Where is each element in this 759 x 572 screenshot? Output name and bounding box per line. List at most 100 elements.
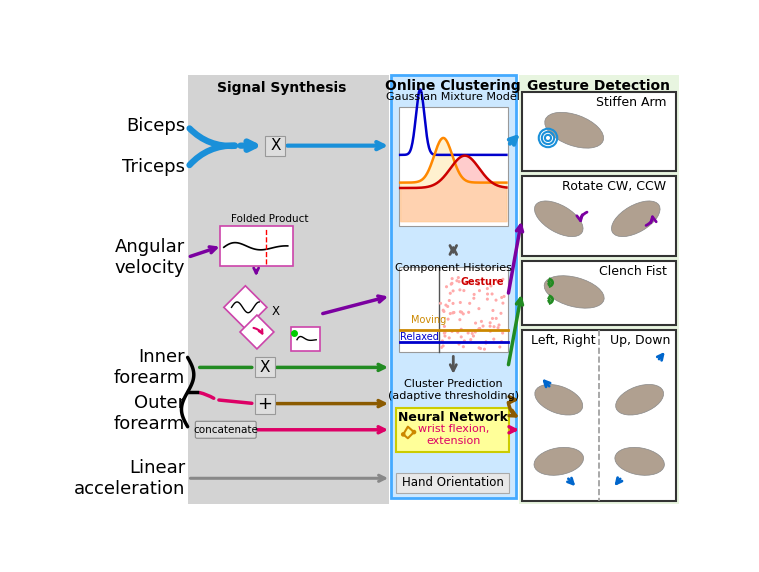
Point bbox=[468, 331, 480, 340]
Text: Folded Product: Folded Product bbox=[231, 214, 308, 224]
Ellipse shape bbox=[544, 276, 604, 308]
FancyBboxPatch shape bbox=[254, 394, 275, 414]
Circle shape bbox=[411, 430, 417, 434]
Ellipse shape bbox=[534, 201, 583, 237]
FancyBboxPatch shape bbox=[254, 358, 275, 378]
Text: wrist flexion,
extension: wrist flexion, extension bbox=[417, 424, 489, 446]
Point bbox=[494, 343, 506, 352]
Ellipse shape bbox=[535, 384, 583, 415]
Text: concatenate: concatenate bbox=[193, 425, 258, 435]
Point bbox=[473, 324, 485, 333]
Point bbox=[439, 331, 451, 340]
Point bbox=[470, 319, 482, 328]
Circle shape bbox=[401, 432, 405, 436]
Point bbox=[439, 322, 451, 331]
Point bbox=[446, 279, 458, 288]
Point bbox=[487, 306, 499, 315]
Point bbox=[480, 337, 492, 347]
Point bbox=[459, 279, 471, 288]
Point bbox=[469, 327, 481, 336]
Point bbox=[452, 273, 465, 282]
Point bbox=[447, 287, 459, 296]
Point bbox=[478, 344, 490, 353]
Text: Inner
forearm: Inner forearm bbox=[114, 348, 185, 387]
Point bbox=[495, 309, 507, 318]
Point bbox=[436, 336, 449, 345]
Text: Gaussian Mixture Model: Gaussian Mixture Model bbox=[386, 92, 520, 102]
Text: Biceps: Biceps bbox=[126, 117, 185, 136]
Text: Angular
velocity: Angular velocity bbox=[115, 238, 185, 277]
Ellipse shape bbox=[616, 384, 663, 415]
Point bbox=[457, 309, 469, 319]
Point bbox=[438, 307, 450, 316]
Point bbox=[490, 314, 502, 323]
Point bbox=[498, 292, 510, 301]
Point bbox=[497, 299, 509, 308]
Point bbox=[475, 317, 487, 326]
Ellipse shape bbox=[545, 112, 603, 148]
Point bbox=[477, 321, 489, 331]
Text: Stiffen Arm: Stiffen Arm bbox=[596, 96, 666, 109]
Point bbox=[455, 308, 468, 317]
Polygon shape bbox=[224, 286, 267, 329]
Text: Triceps: Triceps bbox=[122, 158, 185, 176]
Point bbox=[446, 327, 458, 336]
Point bbox=[440, 300, 452, 309]
FancyBboxPatch shape bbox=[266, 136, 285, 156]
Bar bbox=[220, 226, 293, 266]
Text: Rotate CW, CCW: Rotate CW, CCW bbox=[562, 180, 666, 193]
Bar bbox=[518, 75, 679, 504]
Point bbox=[453, 277, 465, 286]
Point bbox=[473, 343, 485, 352]
Point bbox=[448, 308, 460, 317]
Text: Outer
forearm: Outer forearm bbox=[114, 394, 185, 433]
Point bbox=[474, 324, 486, 333]
Point bbox=[454, 315, 466, 324]
Point bbox=[436, 343, 448, 352]
Point bbox=[443, 333, 455, 343]
Point bbox=[473, 304, 485, 313]
Ellipse shape bbox=[612, 201, 660, 237]
Point bbox=[488, 322, 500, 331]
Point bbox=[447, 308, 459, 317]
Bar bbox=[522, 261, 676, 325]
Text: Component Histories: Component Histories bbox=[395, 263, 512, 273]
Point bbox=[487, 314, 499, 323]
Point bbox=[454, 285, 466, 295]
Text: Clench Fist: Clench Fist bbox=[599, 265, 666, 278]
Bar bbox=[291, 327, 320, 351]
Point bbox=[465, 335, 477, 344]
Bar bbox=[398, 267, 508, 352]
Point bbox=[480, 339, 492, 348]
Point bbox=[458, 336, 471, 345]
Point bbox=[451, 276, 463, 285]
Ellipse shape bbox=[534, 447, 584, 475]
Point bbox=[447, 299, 459, 308]
Point bbox=[492, 277, 504, 286]
Point bbox=[484, 321, 496, 331]
Point bbox=[486, 289, 498, 299]
Point bbox=[439, 328, 451, 337]
Point bbox=[455, 307, 467, 316]
Point bbox=[464, 299, 476, 308]
Polygon shape bbox=[240, 315, 274, 349]
Point bbox=[496, 337, 508, 346]
Point bbox=[458, 342, 470, 351]
Point bbox=[490, 296, 502, 305]
Point bbox=[474, 286, 486, 295]
Point bbox=[481, 295, 493, 304]
Point bbox=[434, 299, 446, 308]
Point bbox=[462, 308, 474, 317]
Text: Moving: Moving bbox=[411, 315, 446, 325]
Point bbox=[481, 289, 493, 299]
Point bbox=[474, 344, 487, 353]
Point bbox=[455, 325, 468, 334]
Point bbox=[437, 341, 449, 351]
Text: Signal Synthesis: Signal Synthesis bbox=[217, 81, 346, 95]
Point bbox=[496, 328, 509, 337]
Bar bbox=[187, 75, 389, 504]
Text: Gesture: Gesture bbox=[460, 276, 503, 287]
Point bbox=[458, 286, 470, 295]
Point bbox=[493, 320, 505, 329]
Point bbox=[484, 327, 496, 336]
